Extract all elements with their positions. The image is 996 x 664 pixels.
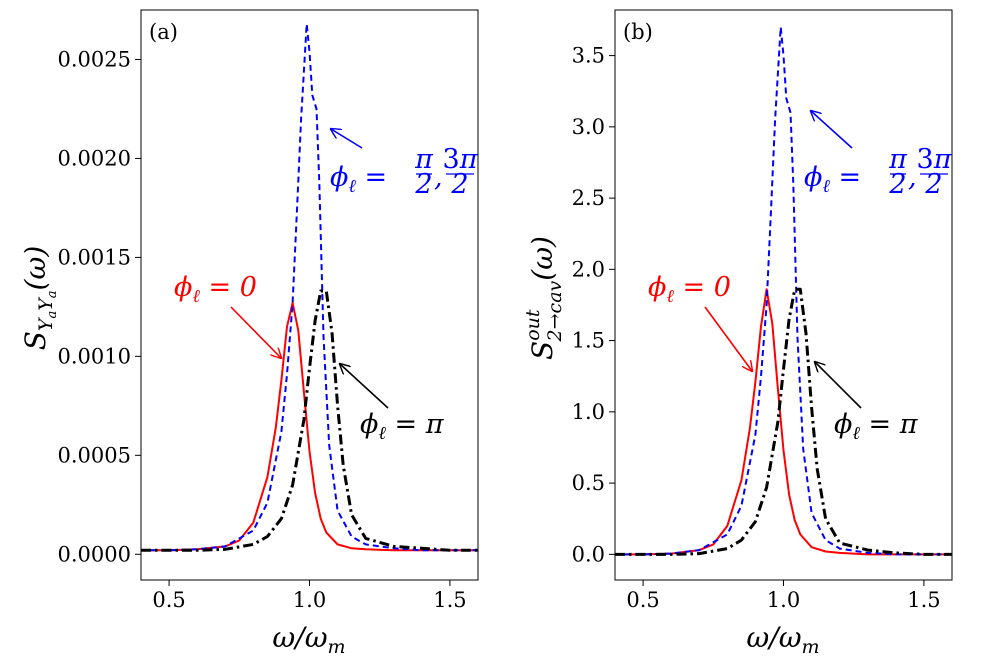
y-label-a-sub3: Y [35, 296, 57, 311]
svg-text:3π: 3π [917, 144, 953, 175]
y-label-b-main: S [526, 341, 559, 360]
panel-b: 0.5 1.0 1.5 0.0 0.5 1.0 1.5 2.0 2.5 3.0 3.5 (b) ω… [522, 9, 953, 658]
svg-text:2: 2 [888, 169, 906, 200]
annotation-b-pi-half: ϕℓ = π 2 , 3π 2 [804, 111, 953, 200]
svg-text:2: 2 [414, 169, 432, 200]
x-tick-label: 1.0 [767, 588, 800, 612]
series-line-b-2 [615, 287, 952, 556]
annotation-a-pi: ϕℓ = π [340, 364, 445, 444]
x-tick-label: 0.5 [152, 588, 185, 612]
y-tick-label: 0.0 [572, 542, 605, 566]
y-label-b-sub: 2→cav [544, 280, 566, 342]
x-ticks-b: 0.5 1.0 1.5 [626, 580, 941, 612]
y-ticks-a: 0.0000 0.0005 0.0010 0.0015 0.0020 0.0025 [58, 47, 141, 566]
x-axis-label-a: ω/ωm [272, 621, 345, 658]
y-tick-label: 3.5 [572, 44, 605, 68]
svg-text:2: 2 [450, 169, 468, 200]
y-label-a-sub1: Y [35, 316, 57, 331]
series-line-b-1 [615, 26, 952, 556]
svg-text:ϕℓ = 0: ϕℓ = 0 [174, 272, 257, 307]
svg-text:ϕℓ =: ϕℓ = [330, 162, 387, 197]
panel-label-a: (a) [149, 20, 178, 44]
y-axis-label-a: SYaYa(ω) [19, 246, 60, 351]
series-line-b-0 [615, 288, 952, 556]
x-axis-label-b: ω/ωm [746, 621, 819, 658]
y-label-b-sup: out [522, 309, 544, 341]
y-tick-label: 1.0 [572, 400, 605, 424]
y-tick-label: 0.0010 [58, 344, 131, 368]
plot-area-a [141, 22, 478, 552]
y-label-b-arg: (ω) [526, 236, 559, 281]
y-tick-label: 2.0 [572, 257, 605, 281]
y-label-a-sub4: a [45, 290, 60, 298]
y-axis-label-b: Sout2→cav(ω) [522, 236, 566, 360]
x-tick-label: 0.5 [626, 588, 659, 612]
y-tick-label: 3.0 [572, 115, 605, 139]
svg-text:SYaYa(ω): SYaYa(ω) [19, 246, 60, 351]
series-line-a-1 [141, 22, 478, 552]
y-tick-label: 0.0020 [58, 146, 131, 170]
svg-text:,: , [434, 162, 443, 193]
svg-text:π: π [414, 144, 434, 175]
panel-a: 0.5 1.0 1.5 0.0000 0.0005 0.0010 0.0015 0.0020… [19, 9, 479, 658]
svg-text:Sout2→cav(ω): Sout2→cav(ω) [522, 236, 566, 360]
svg-text:3π: 3π [443, 144, 479, 175]
svg-text:ϕℓ = π: ϕℓ = π [360, 409, 445, 444]
x-tick-label: 1.0 [293, 588, 326, 612]
svg-text:ϕℓ =: ϕℓ = [804, 162, 861, 197]
svg-text:ϕℓ = π: ϕℓ = π [834, 409, 919, 444]
y-label-a-main: S [19, 331, 52, 350]
svg-text:2: 2 [924, 169, 942, 200]
panel-label-b: (b) [623, 20, 653, 44]
annotation-a-pi-half: ϕℓ = π 2 , 3π 2 [330, 129, 479, 200]
y-label-a-arg: (ω) [19, 246, 52, 291]
y-tick-label: 0.0025 [58, 47, 131, 71]
annotation-b-pi: ϕℓ = π [815, 362, 919, 444]
svg-text:,: , [908, 162, 917, 193]
plot-area-b [615, 26, 952, 556]
y-tick-label: 0.0015 [58, 245, 131, 269]
y-tick-label: 1.5 [572, 329, 605, 353]
y-label-a-sub2: a [45, 311, 60, 319]
y-tick-label: 2.5 [572, 186, 605, 210]
y-ticks-b: 0.0 0.5 1.0 1.5 2.0 2.5 3.0 3.5 [572, 44, 615, 566]
svg-text:ϕℓ = 0: ϕℓ = 0 [648, 272, 731, 307]
y-tick-label: 0.0005 [58, 443, 131, 467]
x-ticks-a: 0.5 1.0 1.5 [152, 580, 467, 612]
x-tick-label: 1.5 [433, 588, 466, 612]
annotation-b-zero: ϕℓ = 0 [648, 272, 752, 371]
y-tick-label: 0.5 [572, 471, 605, 495]
y-tick-label: 0.0000 [58, 542, 131, 566]
x-tick-label: 1.5 [907, 588, 940, 612]
annotation-a-zero: ϕℓ = 0 [174, 272, 281, 358]
series-line-a-2 [141, 289, 478, 552]
svg-text:π: π [888, 144, 908, 175]
series-line-a-0 [141, 301, 478, 552]
